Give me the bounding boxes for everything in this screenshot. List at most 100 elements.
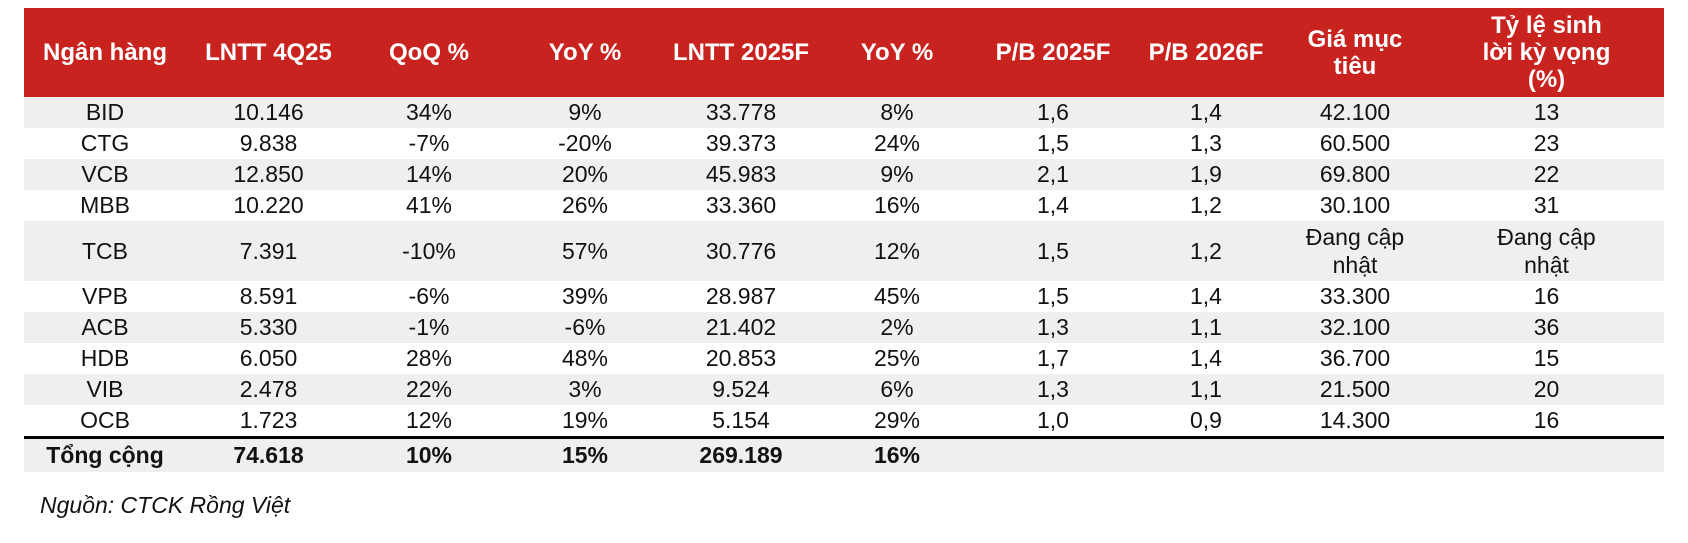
- col-header-label: QoQ %: [388, 39, 469, 66]
- table-cell: 60.500: [1319, 130, 1391, 156]
- table-cell: [1131, 438, 1281, 473]
- table-cell: 1,5: [1037, 130, 1069, 156]
- table-cell: -10%: [402, 237, 456, 264]
- table-cell: 1,2: [1190, 192, 1222, 218]
- table-cell: 0,9: [1190, 407, 1222, 433]
- table-cell: [1281, 438, 1429, 473]
- table-cell: 12.850: [233, 161, 304, 187]
- table-cell: 1,4: [1190, 345, 1222, 371]
- table-cell: 39%: [561, 283, 609, 309]
- table-cell: 33.778: [705, 99, 777, 125]
- table-row-VPB: VPB 8.591 -6% 39% 28.987 45% 1,5 1,4 33.300 16: [24, 281, 1664, 312]
- header-row: Ngân hàng LNTT 4Q25 QoQ % YoY % LNTT 202…: [24, 8, 1664, 97]
- bank-ticker-cell: TCB: [82, 237, 128, 264]
- table-row-CTG: CTG 9.838 -7% -20% 39.373 24% 1,5 1,3 60.500 23: [24, 128, 1664, 159]
- table-cell: 15: [1533, 345, 1560, 371]
- col-header-label: P/B 2026F: [1148, 39, 1264, 66]
- table-cell: 6%: [880, 376, 914, 402]
- table-cell: 8.591: [239, 283, 298, 309]
- table-cell: 2.478: [239, 376, 298, 402]
- table-cell: 42.100: [1319, 99, 1391, 125]
- table-body: BID 10.146 34% 9% 33.778 8% 1,6 1,4 42.100 13 CTG 9…: [24, 97, 1664, 472]
- source-note: Nguồn: CTCK Rồng Việt: [40, 492, 291, 518]
- bank-ticker-cell: CTG: [80, 130, 130, 156]
- table-cell: 1,1: [1190, 376, 1222, 402]
- table-cell: [1429, 438, 1664, 473]
- table-cell: 13: [1533, 99, 1560, 125]
- table-cell: 8%: [880, 99, 914, 125]
- table-cell: 3%: [568, 376, 602, 402]
- table-cell: 29%: [873, 407, 921, 433]
- report-table-section: Ngân hàng LNTT 4Q25 QoQ % YoY % LNTT 202…: [24, 8, 1664, 518]
- table-cell: Đang cập nhật: [1281, 221, 1429, 281]
- col-header-label: P/B 2025F: [995, 39, 1111, 66]
- bank-forecast-table: Ngân hàng LNTT 4Q25 QoQ % YoY % LNTT 202…: [24, 8, 1664, 472]
- table-cell: 1,3: [1037, 376, 1069, 402]
- col-header-label: Tỷ lệ sinh lời kỳ vọng (%): [1482, 12, 1611, 93]
- table-cell: 24%: [873, 130, 921, 156]
- table-cell: 16%: [873, 442, 921, 468]
- table-cell: 14%: [405, 161, 453, 187]
- table-cell: 5.154: [712, 407, 770, 433]
- table-cell: 48%: [561, 345, 609, 371]
- table-cell: 28.987: [705, 283, 777, 309]
- table-cell: 16: [1533, 283, 1560, 309]
- updating-note: Đang cập nhật: [1497, 224, 1596, 278]
- col-header-yoy-2025f: YoY %: [819, 8, 975, 97]
- table-cell: 1,2: [1190, 237, 1222, 264]
- bank-ticker-cell: Tổng cộng: [46, 442, 164, 468]
- table-cell: 1,3: [1037, 314, 1069, 340]
- col-header-label: YoY %: [548, 39, 622, 66]
- table-cell: 1,5: [1037, 237, 1069, 264]
- table-cell: 26%: [561, 192, 609, 218]
- table-cell: 1,9: [1190, 161, 1222, 187]
- table-header: Ngân hàng LNTT 4Q25 QoQ % YoY % LNTT 202…: [24, 8, 1664, 97]
- bank-ticker-cell: OCB: [80, 407, 130, 433]
- bank-ticker-cell: VPB: [81, 283, 129, 309]
- table-cell: 1,4: [1190, 283, 1222, 309]
- col-header-lntt-4q25: LNTT 4Q25: [186, 8, 351, 97]
- table-cell: 23: [1533, 130, 1560, 156]
- col-header-label: LNTT 2025F: [672, 39, 810, 66]
- bank-ticker-cell: VCB: [81, 161, 129, 187]
- table-cell: -6%: [408, 283, 450, 309]
- table-cell: 12%: [873, 237, 921, 264]
- table-cell: Đang cập nhật: [1429, 221, 1664, 281]
- table-cell: 30.776: [705, 237, 777, 264]
- table-cell: 15%: [561, 442, 609, 468]
- table-cell: 6.050: [239, 345, 298, 371]
- table-cell: -7%: [408, 130, 450, 156]
- col-header-label: YoY %: [860, 39, 934, 66]
- table-cell: 10.146: [233, 99, 304, 125]
- table-row-OCB: OCB 1.723 12% 19% 5.154 29% 1,0 0,9 14.300 16: [24, 405, 1664, 438]
- table-cell: 36.700: [1319, 345, 1391, 371]
- table-row-BID: BID 10.146 34% 9% 33.778 8% 1,6 1,4 42.100 13: [24, 97, 1664, 128]
- table-cell: 10%: [405, 442, 453, 468]
- table-cell: 12%: [405, 407, 453, 433]
- table-cell: 45%: [873, 283, 921, 309]
- table-row-TCB: TCB 7.391 -10% 57% 30.776 12% 1,5 1,2 Đang cập n…: [24, 221, 1664, 281]
- table-cell: 2%: [880, 314, 914, 340]
- table-cell: 36: [1533, 314, 1560, 340]
- table-cell: 19%: [561, 407, 609, 433]
- col-header-qoq: QoQ %: [351, 8, 507, 97]
- table-cell: 20%: [561, 161, 609, 187]
- table-row-ACB: ACB 5.330 -1% -6% 21.402 2% 1,3 1,1 32.100 36: [24, 312, 1664, 343]
- table-cell: 1,7: [1037, 345, 1069, 371]
- table-cell: 34%: [405, 99, 453, 125]
- table-row-HDB: HDB 6.050 28% 48% 20.853 25% 1,7 1,4 36.700 15: [24, 343, 1664, 374]
- total-row: Tổng cộng 74.618 10% 15% 269.189 16%: [24, 437, 1664, 473]
- table-cell: 7.391: [239, 237, 298, 264]
- table-cell: 20.853: [705, 345, 777, 371]
- table-cell: 45.983: [705, 161, 777, 187]
- table-row-MBB: MBB 10.220 41% 26% 33.360 16% 1,4 1,2 30.100 31: [24, 190, 1664, 221]
- table-cell: 16%: [873, 192, 921, 218]
- table-cell: 41%: [405, 192, 453, 218]
- table-cell: 1,5: [1037, 283, 1069, 309]
- table-cell: 269.189: [699, 442, 783, 468]
- table-cell: 28%: [405, 345, 453, 371]
- table-cell: 1.723: [239, 407, 298, 433]
- col-header-label: Giá mục tiêu: [1307, 25, 1403, 80]
- table-cell: 39.373: [705, 130, 777, 156]
- table-cell: 21.402: [705, 314, 777, 340]
